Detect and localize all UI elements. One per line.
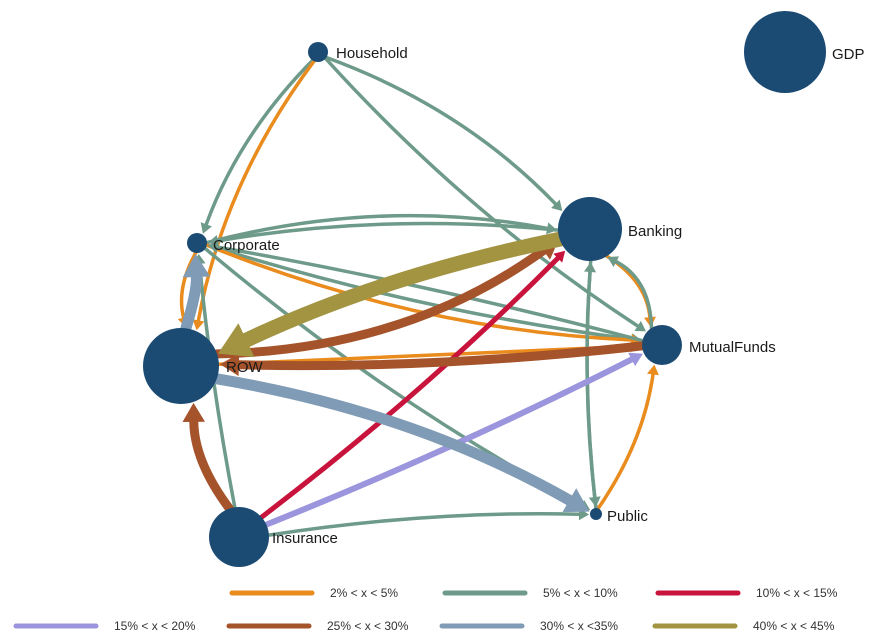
arrowhead-insurance-to-row <box>182 402 205 422</box>
legend-label-5: 30% < x <35% <box>540 619 618 633</box>
edge-row-to-banking <box>212 246 548 359</box>
nodes-layer: Household Corporate Banking MutualFunds ROW P… <box>143 11 865 567</box>
arrowhead-mutualfunds-to-banking <box>607 256 619 267</box>
edge-public-to-banking <box>585 270 598 510</box>
node-label-row: ROW <box>226 359 264 376</box>
legend-label-2: 10% < x < 15% <box>756 586 838 600</box>
node-public <box>590 508 602 520</box>
arrowhead-household-to-banking <box>551 199 563 211</box>
node-household <box>308 42 328 62</box>
edges-layer <box>177 55 659 537</box>
edge-household-to-mutualfunds <box>323 56 640 328</box>
arrowhead-public-to-banking <box>584 262 596 273</box>
edge-corporate-to-mutualfunds <box>205 243 634 342</box>
edge-banking-to-corporate <box>216 221 560 243</box>
node-corporate <box>187 233 207 253</box>
arrowhead-insurance-to-mutualfunds <box>628 352 643 367</box>
legend: 2% < x < 5% 5% < x < 10% 10% < x < 15% 15% … <box>13 586 838 633</box>
arrowhead-row-to-public <box>562 488 590 513</box>
arrowhead-public-to-mutualfunds <box>647 364 659 376</box>
gdp-scale-label: GDP <box>832 46 865 63</box>
edge-corporate-to-banking <box>205 213 549 245</box>
edge-banking-to-row <box>238 231 568 348</box>
arrowhead-mutualfunds-to-corporate <box>207 241 219 253</box>
edge-mutualfunds-to-corporate <box>215 245 645 343</box>
edge-corporate-to-row <box>179 251 198 320</box>
arrowhead-household-to-corporate <box>200 222 212 234</box>
node-label-mutualfunds: MutualFunds <box>689 339 776 356</box>
arrowhead-row-to-corporate <box>182 253 211 278</box>
arrowhead-insurance-to-banking <box>553 250 566 263</box>
node-label-public: Public <box>607 508 648 525</box>
arrowhead-household-to-mutualfunds <box>634 320 646 332</box>
edge-insurance-to-public <box>267 511 581 537</box>
arrowhead-mutualfunds-to-row <box>220 353 240 376</box>
edge-insurance-to-banking <box>259 255 561 520</box>
node-label-banking: Banking <box>628 223 682 240</box>
edge-insurance-to-row <box>189 417 234 514</box>
legend-label-3: 15% < x < 20% <box>114 619 196 633</box>
edge-household-to-row <box>196 59 316 323</box>
edge-mutualfunds-to-banking <box>614 259 654 330</box>
node-label-corporate: Corporate <box>213 237 280 254</box>
node-insurance <box>209 507 269 567</box>
edge-household-to-corporate <box>204 58 315 227</box>
arrowhead-banking-to-row <box>218 323 255 358</box>
node-label-household: Household <box>336 45 408 62</box>
edge-corporate-to-mutualfunds <box>205 243 634 341</box>
node-banking <box>558 197 622 261</box>
legend-label-1: 5% < x < 10% <box>543 586 618 600</box>
edge-public-to-mutualfunds <box>596 372 655 511</box>
edge-mutualfunds-to-row <box>234 341 647 371</box>
edge-row-to-public <box>211 373 575 506</box>
edge-row-to-corporate <box>180 271 202 334</box>
node-mutualfunds <box>642 325 682 365</box>
node-row <box>143 328 219 404</box>
arrowhead-household-to-row <box>192 319 205 331</box>
node-label-insurance: Insurance <box>272 530 338 547</box>
legend-label-6: 40% < x < 45% <box>753 619 835 633</box>
legend-label-0: 2% < x < 5% <box>330 586 398 600</box>
gdp-scale-circle <box>744 11 826 93</box>
legend-label-4: 25% < x < 30% <box>327 619 409 633</box>
edge-household-to-banking <box>324 55 558 206</box>
